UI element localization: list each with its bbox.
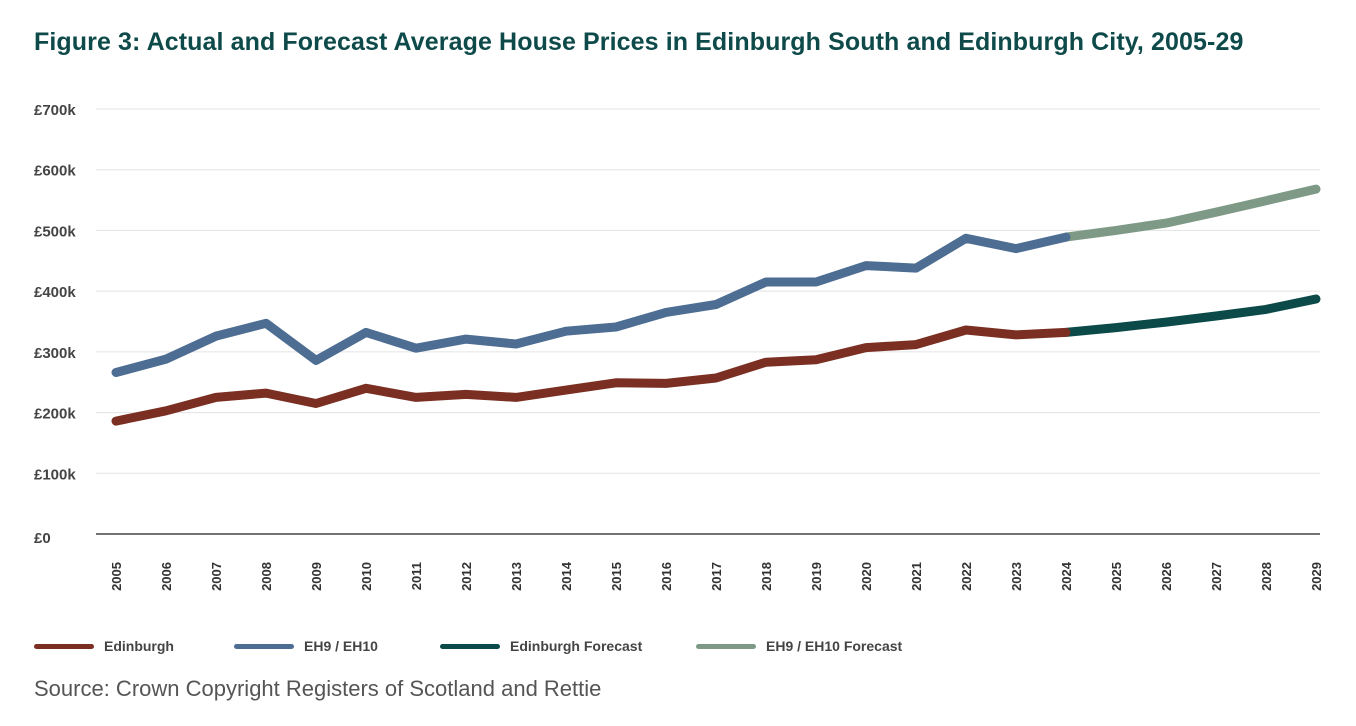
y-tick-label: £600k <box>34 163 76 180</box>
legend-label-eh9-eh10-forecast: EH9 / EH10 Forecast <box>766 638 903 654</box>
legend-label-edinburgh-forecast: Edinburgh Forecast <box>510 638 643 654</box>
legend-label-eh9-eh10: EH9 / EH10 <box>304 638 378 654</box>
y-axis-tick-labels: £0 £100k £200k £300k £400k £500k £600k £700k <box>34 102 76 547</box>
series-line-edinburgh-forecast <box>1061 294 1321 337</box>
x-tick-label: 2022 <box>959 562 974 591</box>
legend-item-edinburgh: Edinburgh <box>34 638 234 654</box>
legend-swatch-edinburgh-forecast <box>440 643 500 649</box>
y-tick-label: £700k <box>34 102 76 119</box>
x-tick-label: 2027 <box>1209 562 1224 591</box>
legend-swatch-edinburgh <box>34 643 94 649</box>
source-note: Source: Crown Copyright Registers of Sco… <box>34 676 602 701</box>
x-tick-label: 2011 <box>409 562 424 590</box>
legend: Edinburgh EH9 / EH10 Edinburgh Forecast … <box>34 638 902 654</box>
x-tick-label: 2015 <box>609 562 624 591</box>
series-line-eh9-eh10 <box>111 232 1071 377</box>
x-tick-label: 2018 <box>759 562 774 591</box>
legend-item-eh9-eh10: EH9 / EH10 <box>234 638 440 654</box>
y-tick-label: £400k <box>34 284 76 301</box>
x-tick-label: 2010 <box>359 562 374 591</box>
x-tick-label: 2006 <box>159 562 174 591</box>
x-tick-label: 2019 <box>809 562 824 591</box>
y-tick-label: £500k <box>34 223 76 240</box>
x-tick-label: 2008 <box>259 562 274 591</box>
x-tick-label: 2017 <box>709 562 724 591</box>
y-tick-label: £300k <box>34 345 76 362</box>
series-lines <box>111 184 1321 426</box>
x-tick-label: 2028 <box>1259 562 1274 591</box>
legend-item-edinburgh-forecast: Edinburgh Forecast <box>440 638 696 654</box>
x-tick-label: 2005 <box>109 562 124 591</box>
legend-swatch-eh9-eh10 <box>234 643 294 649</box>
x-tick-label: 2021 <box>909 562 924 591</box>
line-chart: £0 £100k £200k £300k £400k £500k £600k £700k 20… <box>34 102 1324 591</box>
x-tick-label: 2007 <box>209 562 224 591</box>
x-tick-label: 2026 <box>1159 562 1174 591</box>
x-tick-label: 2009 <box>309 562 324 591</box>
chart-title: Figure 3: Actual and Forecast Average Ho… <box>34 28 1244 56</box>
x-tick-label: 2012 <box>459 562 474 591</box>
legend-item-eh9-eh10-forecast: EH9 / EH10 Forecast <box>696 638 902 654</box>
x-tick-label: 2029 <box>1309 562 1324 591</box>
y-tick-label: £200k <box>34 406 76 423</box>
x-axis-tick-labels: 2005 2006 2007 2008 2009 2010 2011 2012 2013 2014… <box>109 561 1324 591</box>
x-tick-label: 2024 <box>1059 561 1074 591</box>
legend-label-edinburgh: Edinburgh <box>104 638 174 654</box>
x-tick-label: 2023 <box>1009 562 1024 591</box>
x-tick-label: 2016 <box>659 562 674 591</box>
series-line-eh9-eh10-forecast <box>1061 184 1321 242</box>
x-tick-label: 2014 <box>559 561 574 591</box>
y-tick-label: £0 <box>34 530 51 547</box>
y-tick-label: £100k <box>34 466 76 483</box>
x-tick-label: 2025 <box>1109 562 1124 591</box>
series-line-edinburgh <box>111 325 1071 426</box>
legend-swatch-eh9-eh10-forecast <box>696 643 756 649</box>
x-tick-label: 2013 <box>509 562 524 591</box>
x-tick-label: 2020 <box>859 562 874 591</box>
